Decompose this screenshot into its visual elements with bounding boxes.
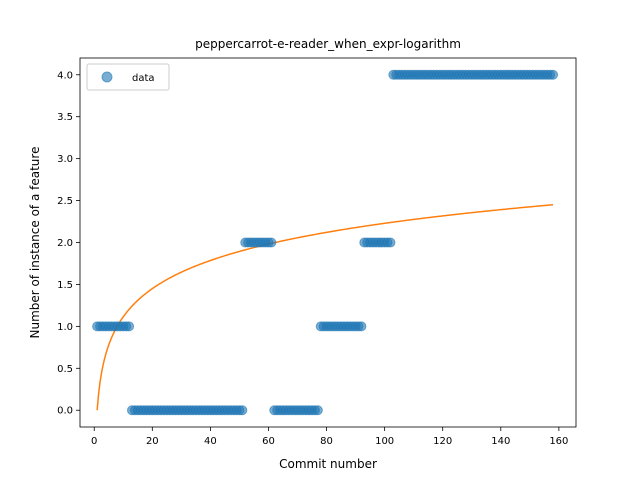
x-tick-label: 100: [375, 436, 394, 447]
y-tick-label: 2.0: [57, 238, 73, 249]
x-ticks: 0 20 40 60 80 100 120 140 160: [91, 427, 568, 447]
x-tick-label: 80: [320, 436, 333, 447]
y-tick-label: 3.5: [57, 112, 73, 123]
legend-label-data: data: [132, 73, 155, 84]
y-tick-label: 4.0: [57, 70, 73, 81]
data-point: [266, 237, 277, 248]
y-tick-label: 3.0: [57, 154, 73, 165]
fit-line-layer: [96, 203, 554, 411]
data-points-layer: [92, 69, 559, 416]
chart-title: peppercarrot-e-reader_when_expr-logarith…: [195, 37, 461, 51]
data-point: [385, 237, 396, 248]
x-tick-label: 140: [491, 436, 510, 447]
legend-marker-data: [101, 71, 113, 83]
y-tick-label: 0.5: [57, 364, 73, 375]
data-point: [237, 405, 248, 416]
y-tick-label: 1.5: [57, 280, 73, 291]
data-point: [356, 321, 367, 332]
y-tick-label: 0.0: [57, 406, 73, 417]
y-ticks: 0.0 0.5 1.0 1.5 2.0 2.5 3.0 3.5 4.0: [57, 70, 80, 417]
legend: data: [86, 63, 170, 91]
x-tick-label: 60: [262, 436, 275, 447]
legend-box: [86, 63, 170, 91]
y-tick-label: 2.5: [57, 196, 73, 207]
x-tick-label: 20: [146, 436, 159, 447]
x-tick-label: 160: [549, 436, 568, 447]
plot-area: [80, 58, 576, 427]
data-point: [124, 321, 135, 332]
x-tick-label: 40: [204, 436, 217, 447]
y-tick-label: 1.0: [57, 322, 73, 333]
fit-line: [96, 203, 554, 411]
x-tick-label: 0: [91, 436, 97, 447]
y-axis-label: Number of instance of a feature: [28, 147, 42, 339]
x-tick-label: 120: [433, 436, 452, 447]
data-point: [548, 69, 559, 80]
data-point: [312, 405, 323, 416]
x-axis-label: Commit number: [279, 457, 377, 471]
